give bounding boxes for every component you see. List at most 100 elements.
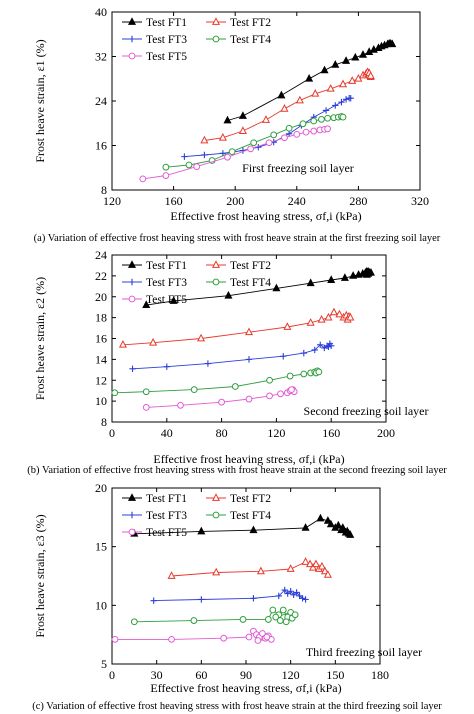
data-point <box>320 566 329 575</box>
x-tick-label: 180 <box>371 668 389 682</box>
data-point <box>239 616 247 623</box>
data-point <box>169 296 178 304</box>
data-point <box>272 283 281 292</box>
x-axis-label: Effective frost heaving stress, σf,i (kP… <box>153 452 344 466</box>
data-point <box>346 530 355 538</box>
data-point <box>324 312 333 321</box>
legend-marker <box>211 17 221 25</box>
data-point <box>190 386 198 394</box>
data-point <box>279 606 287 614</box>
x-tick-label: 240 <box>288 194 306 208</box>
data-point <box>311 346 318 354</box>
data-point <box>305 559 315 568</box>
data-point <box>342 56 351 64</box>
data-point <box>306 278 315 287</box>
legend-marker <box>127 17 137 25</box>
data-point <box>295 95 304 104</box>
figure-caption: (a) Variation of effective frost heaving… <box>34 233 441 244</box>
data-point <box>358 50 368 58</box>
data-point <box>349 271 358 279</box>
legend-entry: Test FT3 <box>146 34 187 46</box>
x-axis-label: Effective frost heaving stress, σf,i (kP… <box>170 209 361 223</box>
data-point <box>286 564 295 572</box>
data-point <box>310 117 318 125</box>
legend-entry: Test FT4 <box>230 277 271 289</box>
data-point <box>328 342 335 350</box>
series-test-ft4 <box>130 606 299 626</box>
legend-entry: Test FT5 <box>146 51 187 63</box>
data-point <box>111 635 119 643</box>
data-point <box>311 89 320 97</box>
legend-marker <box>212 511 220 519</box>
layer-annotation: Second freezing soil layer <box>304 404 429 418</box>
data-point <box>338 79 348 88</box>
data-point <box>293 130 301 138</box>
data-point <box>281 134 288 142</box>
data-point <box>291 611 299 619</box>
data-point <box>163 363 170 370</box>
data-point <box>299 120 307 128</box>
x-axis-label: Effective frost heaving stress, σf,i (kP… <box>150 681 341 695</box>
y-axis-label: Frost heave strain, ε3 (%) <box>33 514 47 637</box>
legend-marker <box>128 52 136 60</box>
data-point <box>266 392 273 400</box>
x-tick-label: 150 <box>326 668 344 682</box>
data-point <box>238 126 247 134</box>
data-point <box>212 567 221 576</box>
data-point <box>300 370 308 378</box>
data-point <box>300 349 307 357</box>
y-tick-label: 15 <box>95 540 107 554</box>
y-tick-label: 12 <box>95 373 107 387</box>
data-point <box>142 403 150 411</box>
y-tick-label: 5 <box>101 657 107 671</box>
data-point <box>335 309 344 318</box>
data-point <box>301 523 310 531</box>
x-tick-label: 0 <box>109 668 115 682</box>
data-point <box>340 273 349 281</box>
series-line <box>227 43 393 121</box>
data-point <box>286 372 294 380</box>
x-tick-label: 80 <box>216 426 228 440</box>
y-tick-label: 32 <box>95 50 107 64</box>
x-tick-label: 120 <box>103 194 121 208</box>
data-point <box>263 633 271 641</box>
series-test-ft4 <box>162 113 347 171</box>
series-test-ft2 <box>167 557 332 579</box>
data-point <box>250 595 257 602</box>
y-tick-label: 18 <box>95 311 107 325</box>
y-tick-label: 14 <box>95 352 107 366</box>
data-point <box>332 102 339 109</box>
data-point <box>245 356 253 363</box>
legend-marker <box>128 35 136 43</box>
data-point <box>228 148 236 156</box>
legend-marker <box>127 260 137 268</box>
data-point <box>339 113 347 121</box>
layer-annotation: Third freezing soil layer <box>306 645 422 659</box>
data-point <box>288 386 295 394</box>
x-tick-label: 120 <box>282 668 300 682</box>
data-point <box>245 395 253 403</box>
data-point <box>190 617 198 624</box>
data-point <box>326 84 335 92</box>
data-point <box>142 388 150 396</box>
data-point <box>285 130 293 138</box>
data-point <box>317 341 324 348</box>
data-point <box>256 566 265 575</box>
data-point <box>149 337 158 346</box>
legend-entry: Test FT1 <box>146 493 187 505</box>
data-point <box>218 132 227 141</box>
data-point <box>277 390 284 398</box>
legend-marker <box>128 511 136 519</box>
data-point <box>324 114 332 122</box>
y-tick-label: 10 <box>95 598 107 612</box>
data-point <box>320 65 329 74</box>
data-point <box>326 519 335 528</box>
x-tick-label: 200 <box>377 426 395 440</box>
x-tick-label: 30 <box>151 668 163 682</box>
y-tick-label: 20 <box>95 290 107 304</box>
data-point <box>111 389 119 397</box>
x-tick-label: 200 <box>226 194 244 208</box>
figure-caption: (b) Variation of effective frost heaving… <box>27 465 447 476</box>
data-point <box>220 634 228 642</box>
data-point <box>311 559 321 568</box>
